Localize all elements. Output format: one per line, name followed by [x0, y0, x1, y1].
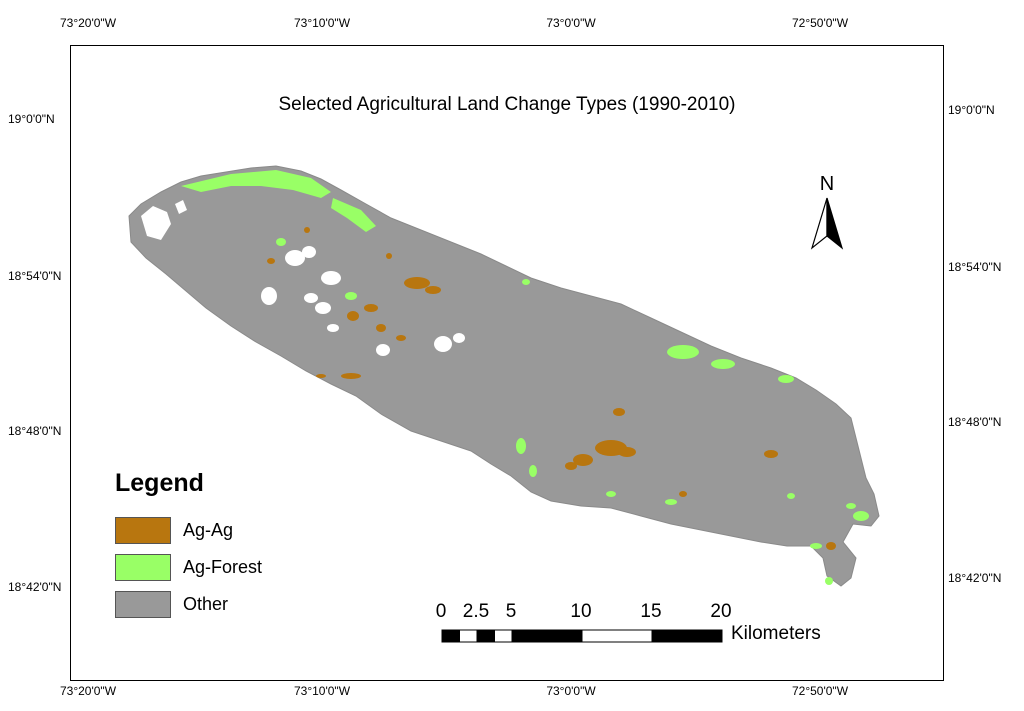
legend-label-ag-ag: Ag-Ag [183, 520, 234, 540]
map-canvas [128, 165, 880, 587]
north-arrow-icon [810, 197, 844, 250]
legend-item-ag-forest: Ag-Forest [115, 549, 262, 586]
lat-label-left-1: 19°0'0"N [8, 112, 55, 126]
map-frame: Selected Agricultural Land Change Types … [70, 45, 944, 681]
lat-label-right-4: 18°42'0"N [948, 571, 1002, 585]
lon-label-bottom-1: 73°20'0"W [59, 684, 117, 698]
lon-label-bottom-3: 73°0'0"W [546, 684, 596, 698]
legend-swatch-ag-forest [115, 554, 171, 581]
scale-label-5: 5 [505, 601, 517, 622]
ag-ag-patches [267, 227, 836, 550]
lon-label-top-1: 73°20'0"W [59, 16, 117, 30]
island-land [128, 165, 880, 587]
north-label: N [819, 173, 835, 195]
lon-label-top-2: 73°10'0"W [293, 16, 351, 30]
lon-label-top-3: 73°0'0"W [546, 16, 596, 30]
no-data-patches [141, 200, 465, 356]
lat-label-left-2: 18°54'0"N [8, 269, 62, 283]
legend-item-ag-ag: Ag-Ag [115, 512, 262, 549]
scale-label-10: 10 [570, 601, 592, 622]
map-title: Selected Agricultural Land Change Types … [278, 94, 736, 115]
lon-label-top-4: 72°50'0"W [791, 16, 849, 30]
scale-unit: Kilometers [731, 623, 821, 644]
legend-label-other: Other [183, 594, 229, 614]
lon-label-bottom-2: 73°10'0"W [293, 684, 351, 698]
ag-forest-patches [181, 170, 869, 585]
lat-label-right-1: 19°0'0"N [948, 103, 995, 117]
legend-heading: Legend [115, 469, 204, 497]
legend-swatch-other [115, 591, 171, 618]
scale-label-15: 15 [640, 601, 662, 622]
lat-label-right-2: 18°54'0"N [948, 260, 1002, 274]
north-arrow: N [807, 173, 847, 255]
scale-label-0: 0 [435, 601, 447, 622]
scale-label-20: 20 [710, 601, 732, 622]
legend: Legend Ag-Ag Ag-Forest Other [115, 469, 262, 623]
lon-label-bottom-4: 72°50'0"W [791, 684, 849, 698]
lat-label-right-3: 18°48'0"N [948, 415, 1002, 429]
legend-item-other: Other [115, 586, 262, 623]
lat-label-left-4: 18°42'0"N [8, 580, 62, 594]
scale-label-2-5: 2.5 [462, 601, 490, 622]
legend-swatch-ag-ag [115, 517, 171, 544]
legend-label-ag-forest: Ag-Forest [183, 557, 263, 577]
lat-label-left-3: 18°48'0"N [8, 424, 62, 438]
scale-bar-graphic [441, 629, 723, 643]
